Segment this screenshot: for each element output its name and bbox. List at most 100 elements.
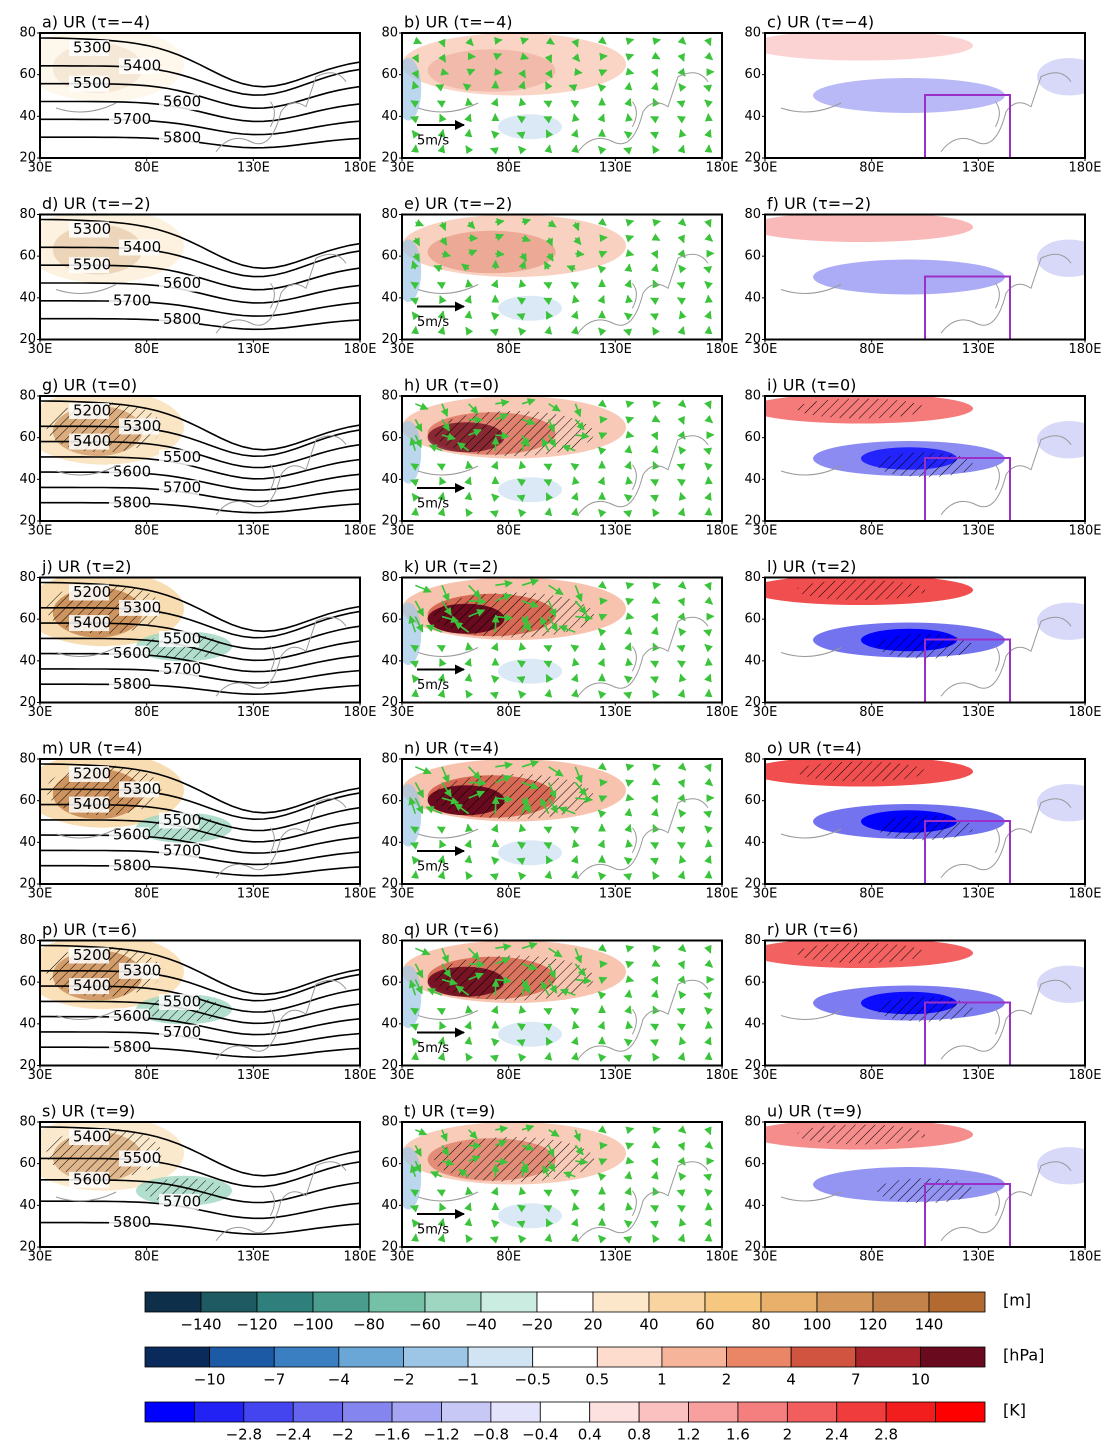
- reference-label: 5m/s: [417, 497, 449, 512]
- x-tick-label: 30E: [390, 524, 415, 539]
- wind-vector: [469, 477, 471, 482]
- x-tick-label: 80E: [134, 705, 159, 720]
- contour-label: 5400: [73, 977, 111, 995]
- wind-vector: [466, 872, 469, 876]
- y-tick-label: 60: [381, 249, 398, 264]
- wind-vector: [625, 1221, 629, 1224]
- shading: [498, 296, 562, 321]
- wind-vector: [655, 617, 657, 622]
- colorbar-label: −40: [465, 1316, 497, 1334]
- wind-vector: [575, 690, 576, 695]
- colorbar-box: [886, 1402, 935, 1422]
- contour-line: [40, 1223, 360, 1235]
- colorbar-label: 100: [803, 1316, 832, 1334]
- wind-vector: [629, 643, 631, 648]
- colorbar-label: −2: [332, 1426, 354, 1444]
- wind-vector: [602, 222, 606, 225]
- x-tick-label: 80E: [859, 342, 884, 357]
- contour-label: 5300: [123, 780, 161, 798]
- colorbar-box: [936, 1402, 985, 1422]
- x-tick-label: 80E: [496, 1250, 521, 1265]
- wind-vector: [495, 462, 497, 467]
- wind-vector: [602, 404, 606, 407]
- wind-vector: [704, 1175, 709, 1177]
- contour-label: 5400: [73, 1128, 111, 1146]
- y-tick-label: 60: [19, 793, 36, 808]
- x-tick-label: 30E: [753, 161, 778, 176]
- colorbar-label: −0.4: [522, 1426, 558, 1444]
- y-tick-label: 60: [744, 249, 761, 264]
- wind-vector: [677, 283, 682, 285]
- y-tick-label: 60: [19, 249, 36, 264]
- contour-label: 5200: [73, 765, 111, 783]
- wind-vector: [602, 296, 604, 301]
- colorbar-label: −1.2: [423, 1426, 459, 1444]
- x-tick-label: 180E: [1068, 1250, 1101, 1265]
- x-tick-label: 130E: [599, 524, 632, 539]
- x-tick-label: 80E: [134, 887, 159, 902]
- wind-vector: [655, 809, 656, 814]
- wind-vector: [495, 1188, 497, 1193]
- wind-vector: [575, 493, 577, 498]
- panel-title: m) UR (τ=4): [42, 739, 143, 758]
- wind-vector: [682, 238, 684, 243]
- wind-vector: [575, 327, 576, 332]
- wind-vector: [492, 857, 496, 861]
- wind-vector: [440, 1203, 442, 1208]
- x-tick-label: 180E: [343, 524, 376, 539]
- wind-vector: [574, 840, 575, 845]
- x-tick-label: 180E: [705, 524, 738, 539]
- wind-vector: [653, 327, 656, 331]
- colorbar-label: 0.8: [627, 1426, 651, 1444]
- y-tick-label: 60: [744, 1156, 761, 1171]
- wind-vector: [625, 1039, 629, 1042]
- wind-vector: [682, 56, 684, 61]
- colorbar-box: [856, 1347, 921, 1367]
- wind-vector: [495, 980, 496, 996]
- y-tick-label: 80: [19, 933, 36, 948]
- x-tick-label: 30E: [28, 1068, 53, 1083]
- wind-vector: [492, 494, 496, 498]
- wind-vector: [521, 824, 522, 829]
- wind-vector: [466, 690, 469, 694]
- colorbar-label: −120: [236, 1316, 277, 1334]
- wind-vector: [709, 964, 713, 967]
- panel-title: c) UR (τ=−4): [767, 13, 874, 32]
- wind-vector: [466, 1053, 469, 1057]
- x-tick-label: 30E: [28, 161, 53, 176]
- wind-vector: [492, 131, 496, 135]
- contour-label: 5400: [123, 238, 161, 256]
- colorbar-box: [468, 1347, 533, 1367]
- wind-vector: [438, 1190, 442, 1192]
- contour-label: 5400: [73, 614, 111, 632]
- wind-vector: [709, 493, 711, 498]
- wind-vector: [438, 827, 442, 829]
- wind-vector: [629, 254, 634, 255]
- x-tick-label: 180E: [343, 1250, 376, 1265]
- y-tick-label: 60: [744, 612, 761, 627]
- wind-vector: [709, 782, 713, 785]
- wind-vector: [651, 1222, 656, 1224]
- colorbar-label: 2: [722, 1371, 732, 1389]
- wind-vector: [651, 1024, 655, 1026]
- wind-vector: [598, 266, 602, 270]
- wind-vector: [680, 311, 682, 316]
- wind-vector: [682, 601, 684, 606]
- wind-vector: [521, 461, 522, 466]
- colorbar-label: 2.8: [874, 1426, 898, 1444]
- shading: [1037, 421, 1101, 459]
- wind-vector: [629, 781, 634, 783]
- shading: [1037, 240, 1101, 278]
- colorbar-box: [293, 1402, 342, 1422]
- wind-vector: [682, 145, 683, 150]
- x-tick-label: 80E: [496, 1068, 521, 1083]
- colorbar-box: [705, 1292, 761, 1312]
- wind-vector: [629, 264, 630, 269]
- wind-vector: [651, 1040, 656, 1042]
- wind-vector: [574, 114, 575, 119]
- colorbar-unit: [hPa]: [1003, 1346, 1044, 1365]
- wind-vector: [677, 1009, 682, 1011]
- reference-label: 5m/s: [417, 860, 449, 875]
- x-tick-label: 30E: [753, 887, 778, 902]
- y-tick-label: 80: [381, 389, 398, 404]
